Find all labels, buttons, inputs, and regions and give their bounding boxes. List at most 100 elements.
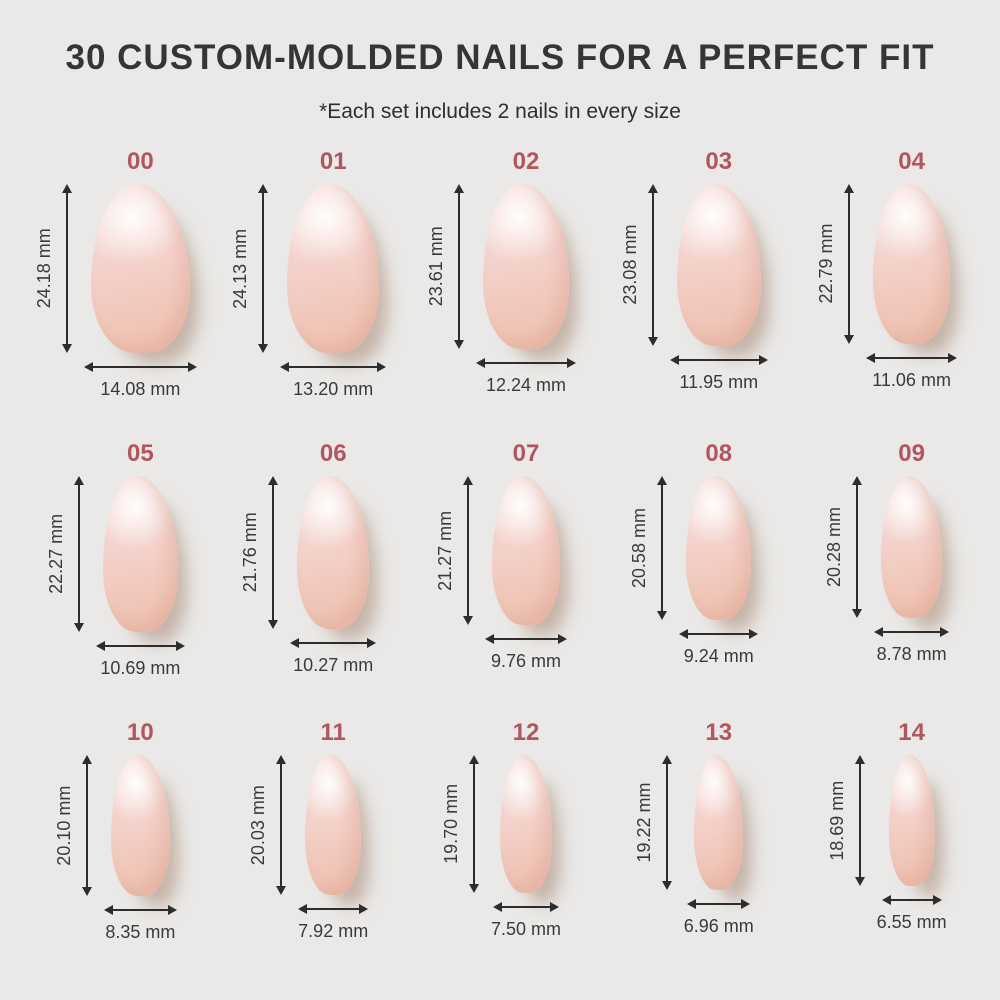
width-label: 8.35 mm	[105, 921, 176, 942]
height-arrow-icon	[468, 755, 479, 894]
width-arrow-icon	[484, 634, 568, 645]
arrowhead-down-icon	[657, 611, 668, 621]
nail-image	[103, 476, 178, 633]
width-label: 8.78 mm	[876, 644, 947, 665]
arrowhead-down-icon	[258, 343, 268, 353]
size-number: 11	[320, 719, 346, 747]
width-label: 12.24 mm	[485, 375, 566, 396]
nail-image	[694, 755, 744, 890]
width-arrow-icon	[84, 362, 197, 373]
width-label: 9.24 mm	[683, 646, 754, 667]
arrowhead-down-icon	[454, 340, 465, 350]
arrowhead-right-icon	[948, 352, 958, 363]
height-label: 22.27 mm	[46, 514, 66, 595]
height-label: 20.28 mm	[823, 507, 844, 588]
nail-image	[686, 476, 752, 621]
arrowhead-left-icon	[881, 894, 891, 905]
size-number: 09	[898, 440, 925, 468]
arrowhead-right-icon	[187, 362, 197, 373]
height-arrow-icon	[843, 184, 854, 344]
arrow-line	[299, 641, 368, 644]
width-arrow-icon	[865, 352, 958, 363]
arrowhead-right-icon	[558, 634, 568, 645]
width-label: 7.50 mm	[490, 919, 561, 940]
nail-column: 14 6.55 mm	[877, 719, 947, 933]
arrowhead-up-icon	[468, 755, 479, 765]
arrow-line	[472, 764, 475, 885]
arrowhead-down-icon	[462, 616, 473, 626]
height-label: 21.76 mm	[240, 512, 261, 593]
arrowhead-right-icon	[749, 629, 759, 640]
height-label: 24.13 mm	[230, 228, 250, 309]
width-arrow-icon	[104, 904, 177, 915]
arrowhead-right-icon	[358, 904, 368, 915]
measure-row: 21.27 mm 07 9.76 mm	[433, 440, 568, 679]
arrow-line	[485, 362, 567, 365]
measure-row: 22.79 mm 04 11.06 mm	[814, 148, 958, 400]
height-arrow-icon	[62, 184, 73, 354]
width-label: 6.55 mm	[876, 911, 947, 932]
arrowhead-left-icon	[484, 634, 494, 645]
width-arrow-icon	[290, 637, 377, 648]
arrowhead-up-icon	[74, 476, 84, 486]
height-label: 19.22 mm	[633, 782, 654, 863]
height-label: 21.27 mm	[434, 510, 455, 591]
arrow-line	[661, 485, 664, 612]
arrow-line	[493, 638, 559, 641]
arrow-line	[93, 366, 188, 369]
width-arrow-icon	[679, 629, 759, 640]
width-arrow-icon	[873, 627, 950, 638]
height-arrow-icon	[276, 755, 287, 896]
height-label: 19.70 mm	[440, 784, 461, 865]
arrowhead-up-icon	[268, 476, 279, 486]
arrowhead-down-icon	[843, 334, 854, 344]
nail-image	[305, 755, 361, 896]
arrowhead-right-icon	[175, 641, 185, 652]
width-label: 6.96 mm	[683, 915, 754, 936]
height-arrow-icon	[268, 476, 279, 629]
arrow-line	[874, 356, 949, 359]
size-number: 13	[705, 719, 733, 747]
arrowhead-down-icon	[82, 886, 93, 896]
width-arrow-icon	[96, 641, 185, 652]
height-label: 20.03 mm	[248, 785, 269, 866]
arrowhead-left-icon	[84, 362, 94, 373]
size-number: 04	[898, 148, 925, 175]
arrowhead-up-icon	[843, 184, 854, 193]
nail-column: 05 10.69 mm	[96, 440, 185, 679]
width-arrow-icon	[669, 354, 768, 365]
size-grid: 24.18 mm 00 14.08 mm	[20, 148, 980, 943]
size-cell: 22.79 mm 04 11.06 mm	[814, 148, 958, 400]
size-cell: 20.03 mm 11 7.92 mm	[246, 719, 368, 943]
size-number: 00	[127, 148, 154, 175]
size-number: 06	[319, 440, 347, 468]
arrow-line	[501, 906, 551, 909]
arrowhead-right-icon	[367, 637, 377, 648]
height-label: 20.58 mm	[629, 508, 650, 589]
size-number: 12	[512, 719, 540, 747]
size-cell: 23.08 mm 03 11.95 mm	[618, 148, 768, 400]
arrowhead-left-icon	[492, 902, 502, 913]
measure-row: 18.69 mm 14 6.55 mm	[825, 719, 947, 943]
nail-column: 13 6.96 mm	[684, 719, 754, 937]
nail-image	[91, 184, 190, 354]
arrow-line	[280, 764, 283, 887]
height-label: 24.18 mm	[34, 228, 55, 309]
arrowhead-down-icon	[62, 344, 73, 354]
arrow-line	[78, 485, 80, 624]
arrowhead-up-icon	[851, 476, 862, 486]
height-arrow-icon	[661, 755, 672, 890]
width-label: 10.69 mm	[100, 658, 181, 679]
size-cell: 19.70 mm 12 7.50 mm	[439, 719, 561, 943]
nail-column: 03 11.95 mm	[669, 148, 768, 393]
nail-column: 09 8.78 mm	[873, 440, 950, 665]
size-number: 08	[705, 440, 733, 468]
arrowhead-down-icon	[647, 336, 658, 346]
height-arrow-icon	[454, 184, 465, 350]
measure-row: 20.28 mm 09 8.78 mm	[822, 440, 950, 679]
arrowhead-left-icon	[865, 352, 875, 363]
arrow-line	[466, 485, 469, 617]
measure-row: 19.70 mm 12 7.50 mm	[439, 719, 561, 943]
nail-image	[888, 755, 935, 886]
measure-row: 24.18 mm 00 14.08 mm	[32, 148, 197, 400]
